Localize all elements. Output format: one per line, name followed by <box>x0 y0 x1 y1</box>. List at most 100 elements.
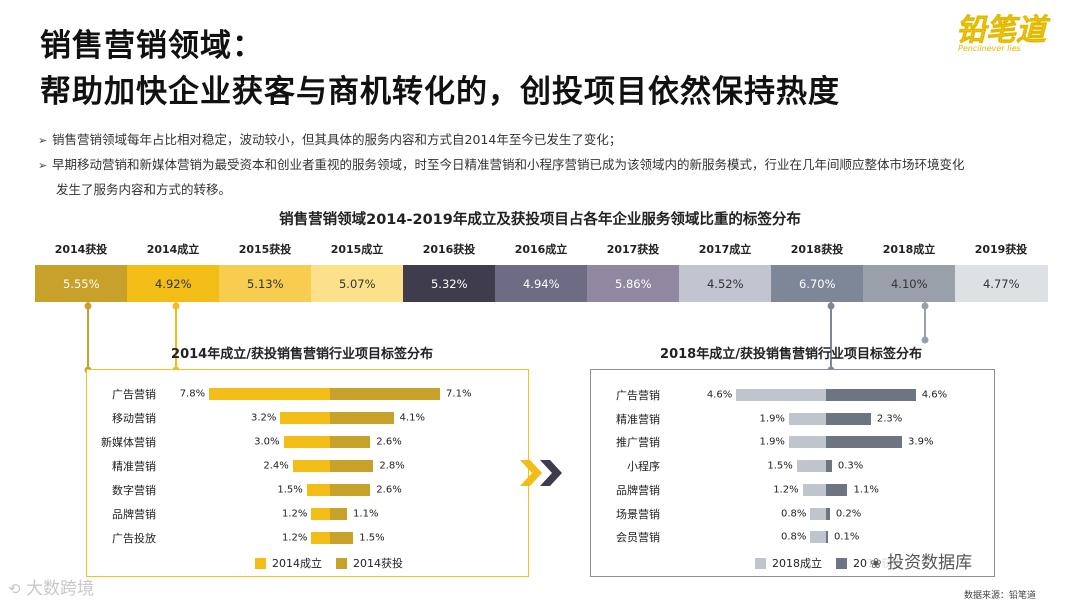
left-chart-title: 2014年成立/获投销售营销行业项目标签分布 <box>171 347 433 362</box>
legend-label: 2018成立 <box>772 557 822 570</box>
bar-2018成立 <box>802 483 826 496</box>
category-label: 场景营销 <box>616 507 660 521</box>
value-label: 4.1% <box>399 412 425 424</box>
connector-dot <box>921 302 929 310</box>
bar-2014成立 <box>283 436 330 448</box>
value-label: 0.2% <box>835 508 862 519</box>
bar-2014获投 <box>330 508 348 520</box>
connector-dot <box>921 336 929 344</box>
category-label: 品牌营销 <box>112 508 156 521</box>
connector-dot <box>84 302 92 310</box>
category-label: 会员营销 <box>616 531 660 545</box>
bar-2018成立 <box>736 389 826 401</box>
value-label: 7.8% <box>179 388 206 400</box>
connector-dot <box>827 302 835 310</box>
connector-dot <box>172 302 180 310</box>
value-label: 3.0% <box>254 436 280 448</box>
value-label: 1.9% <box>759 413 785 425</box>
bullet-1-text: 销售营销领域每年占比相对稳定，波动较小，但其具体的服务内容和方式自2014年至今… <box>52 132 622 147</box>
connector-2018-founded <box>924 302 926 340</box>
right-chart-panel <box>590 369 995 577</box>
bullet-1: ➢ 销售营销领域每年占比相对稳定，波动较小，但其具体的服务内容和方式自2014年至… <box>38 129 621 148</box>
value-label: 0.3% <box>837 460 864 472</box>
chevron-right-icon <box>520 460 564 490</box>
band-segment: 6.70% <box>771 265 864 302</box>
legend-swatch <box>255 557 266 569</box>
right-chart-title: 2018年成立/获投销售营销行业项目标签分布 <box>660 347 922 362</box>
band-category-label: 2019获投 <box>974 243 1028 256</box>
bar-2018成立 <box>788 412 826 425</box>
value-label: 1.2% <box>773 484 799 496</box>
category-label: 广告投放 <box>112 532 156 545</box>
bar-2014成立 <box>311 532 330 544</box>
bar-2014成立 <box>292 460 330 472</box>
category-label: 移动营销 <box>112 412 156 425</box>
value-label: 0.1% <box>833 531 860 543</box>
legend-label: 2014成立 <box>272 557 322 570</box>
watermark-logo-icon: ⟲ <box>8 580 21 598</box>
legend-swatch <box>836 557 847 569</box>
band-category-label: 2017获投 <box>606 243 660 256</box>
bullet-arrow-icon: ➢ <box>38 159 48 172</box>
right-legend-founded: 2018成立 <box>755 555 822 571</box>
value-label: 0.8% <box>780 531 807 543</box>
connector-2014-invested <box>87 302 89 382</box>
data-source: 数据来源：铅笔道 <box>964 591 1037 601</box>
value-label: 2.6% <box>376 436 402 448</box>
legend-swatch <box>336 557 347 569</box>
value-label: 4.6% <box>921 389 948 401</box>
left-chart-panel <box>86 369 529 577</box>
bar-2014成立 <box>209 388 330 400</box>
legend-label: 2014获投 <box>353 557 403 570</box>
bar-2018成立 <box>796 460 826 473</box>
bar-2018获投 <box>826 507 830 520</box>
bullet-2-continued: 发生了服务内容和方式的转移。 <box>56 182 232 197</box>
logo-tagline: Pencilnever lies <box>958 44 1021 53</box>
page-title-line-2: 帮助加快企业获客与商机转化的，创投项目依然保持热度 <box>40 74 840 110</box>
band-category-label: 2018获投 <box>790 243 844 256</box>
bar-2014成立 <box>280 412 330 424</box>
band-category-label: 2015成立 <box>330 243 384 256</box>
bullet-2: ➢ 早期移动营销和新媒体营销为最受资本和创业者重视的服务领域，时至今日精准营销和小… <box>38 154 965 173</box>
bar-2014获投 <box>330 460 374 472</box>
band-category-label: 2016获投 <box>422 243 476 256</box>
band-segment: 4.94% <box>495 265 588 302</box>
band-segment: 5.13% <box>219 265 312 302</box>
band-segment: 5.86% <box>587 265 680 302</box>
value-label: 1.2% <box>281 532 308 544</box>
value-label: 2.4% <box>263 460 289 472</box>
category-label: 广告营销 <box>616 389 660 402</box>
value-label: 3.2% <box>250 412 277 424</box>
bar-2018获投 <box>826 531 828 544</box>
value-label: 2.6% <box>376 484 402 496</box>
value-label: 1.1% <box>353 508 379 520</box>
bar-2014成立 <box>306 484 330 496</box>
bar-2018获投 <box>826 389 916 401</box>
connector-2018-invested <box>830 302 832 368</box>
value-label: 0.8% <box>780 508 807 519</box>
bar-2014成立 <box>311 508 330 520</box>
bar-2014获投 <box>330 484 371 496</box>
wechat-icon: ❀ <box>870 556 882 572</box>
category-label: 数字营销 <box>112 484 156 497</box>
legend-swatch <box>755 557 766 569</box>
watermark-right: ❀ 投资数据库 <box>868 548 975 573</box>
band-segment: 4.92% <box>127 265 220 302</box>
band-segment: 5.32% <box>403 265 496 302</box>
bar-2014获投 <box>330 532 354 544</box>
value-label: 2.3% <box>876 413 903 425</box>
band-category-label: 2014获投 <box>54 243 108 256</box>
value-label: 3.9% <box>908 436 934 448</box>
left-legend-invested: 2014获投 <box>336 555 403 571</box>
main-chart-title: 销售营销领域2014-2019年成立及获投项目占各年企业服务领域比重的标签分布 <box>279 212 801 228</box>
value-label: 1.5% <box>277 484 303 496</box>
category-label: 精准营销 <box>112 460 156 473</box>
bar-2018获投 <box>826 460 832 473</box>
bar-2014获投 <box>330 412 394 424</box>
value-label: 4.6% <box>706 389 733 401</box>
category-label: 广告营销 <box>112 388 156 401</box>
bar-2018成立 <box>810 507 826 520</box>
band-category-label: 2014成立 <box>146 243 200 256</box>
band-category-label: 2018成立 <box>882 243 936 256</box>
bar-2014获投 <box>330 388 441 400</box>
